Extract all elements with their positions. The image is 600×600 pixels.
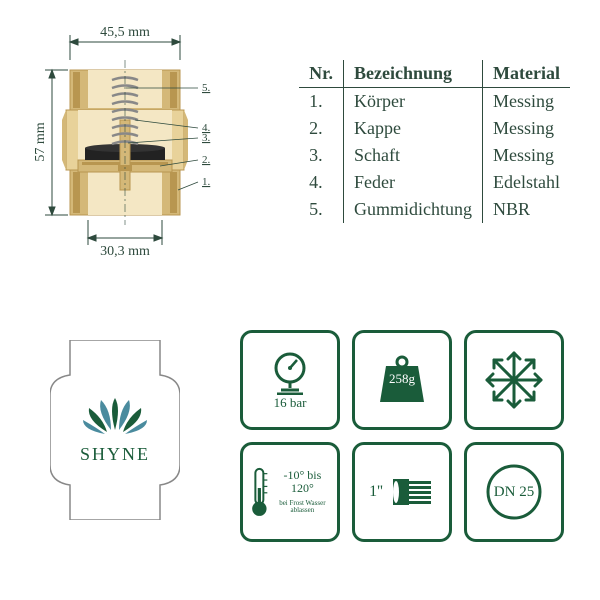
valve-cross-section-drawing: 45,5 mm 57 mm 30,3 mm [30, 20, 230, 280]
temp-note: bei Frost Wasser ablassen [274, 500, 331, 515]
thermometer-icon [249, 457, 270, 527]
table-row: 1.KörperMessing [299, 88, 570, 116]
callout-5: 5. [202, 82, 211, 94]
table-row: 5.GummidichtungNBR [299, 196, 570, 223]
dim-port: 30,3 mm [100, 244, 150, 259]
weight-label: 258g [389, 371, 415, 387]
callout-3: 3. [202, 132, 211, 144]
table-row: 3.SchaftMessing [299, 142, 570, 169]
table-row: 2.KappeMessing [299, 115, 570, 142]
logo-card: SHYNE [50, 340, 180, 520]
temp-label: -10° bis 120° [274, 469, 331, 495]
spec-temperature: -10° bis 120° bei Frost Wasser ablassen [240, 442, 340, 542]
spec-weight: 258g [352, 330, 452, 430]
logo-text: SHYNE [80, 444, 150, 464]
spec-pressure: 16 bar [240, 330, 340, 430]
spec-dn: DN 25 [464, 442, 564, 542]
dim-height: 57 mm [33, 122, 48, 161]
dim-width: 45,5 mm [100, 25, 150, 40]
gauge-icon [265, 350, 315, 395]
th-material: Material [483, 60, 570, 88]
thread-icon [389, 469, 435, 515]
callout-1: 1. [202, 176, 211, 188]
dn-label: DN 25 [494, 484, 534, 501]
snowflake-icon [479, 345, 549, 415]
lotus-icon [83, 398, 147, 434]
pressure-label: 16 bar [274, 395, 307, 411]
thread-label: 1'' [369, 483, 383, 501]
th-name: Bezeichnung [344, 60, 483, 88]
th-nr: Nr. [299, 60, 343, 88]
callout-2: 2. [202, 154, 211, 166]
table-row: 4.FederEdelstahl [299, 169, 570, 196]
parts-table: Nr. Bezeichnung Material 1.KörperMessing… [299, 60, 570, 223]
spec-frost [464, 330, 564, 430]
spec-thread: 1'' [352, 442, 452, 542]
